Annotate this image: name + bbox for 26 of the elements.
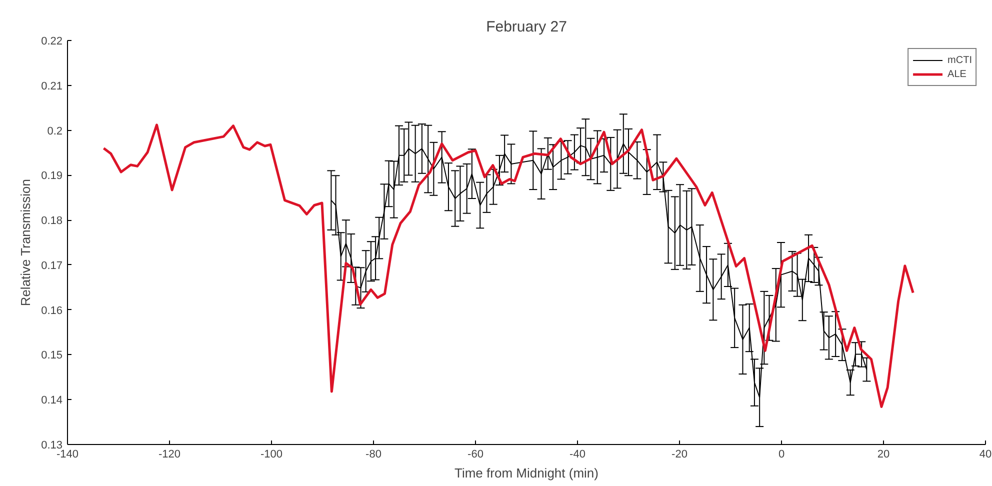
x-tick-label: -140: [56, 448, 79, 460]
y-tick-label: 0.2: [47, 125, 63, 138]
y-tick-label: 0.17: [41, 260, 63, 272]
x-axis-title: Time from Midnight (min): [454, 466, 598, 480]
legend-label: ALE: [948, 68, 968, 81]
x-tick-label: -20: [672, 448, 688, 460]
y-tick-label: 0.19: [41, 170, 63, 182]
chart-title: February 27: [486, 18, 567, 36]
y-tick-label: 0.16: [41, 304, 63, 317]
y-tick-label: 0.14: [41, 394, 63, 407]
legend-label: mCTI: [948, 54, 972, 67]
line-series: [102, 124, 914, 408]
x-tick-label: 0: [778, 448, 785, 460]
x-tick-label: -40: [570, 448, 586, 460]
y-axis-title: Relative Transmission: [18, 179, 34, 306]
x-tick-label: -60: [468, 448, 484, 460]
x-tick-label: 40: [979, 448, 992, 460]
x-tick-label: 20: [877, 448, 890, 460]
y-tick-label: 0.21: [41, 80, 63, 92]
y-tick-label: 0.13: [41, 440, 63, 452]
y-tick-label: 0.22: [41, 36, 63, 48]
x-tick-label: -120: [158, 448, 181, 460]
x-tick-label: -100: [260, 448, 283, 460]
x-tick-label: -80: [366, 448, 382, 460]
y-tick-label: 0.18: [41, 215, 63, 228]
y-tick-label: 0.15: [41, 350, 63, 362]
